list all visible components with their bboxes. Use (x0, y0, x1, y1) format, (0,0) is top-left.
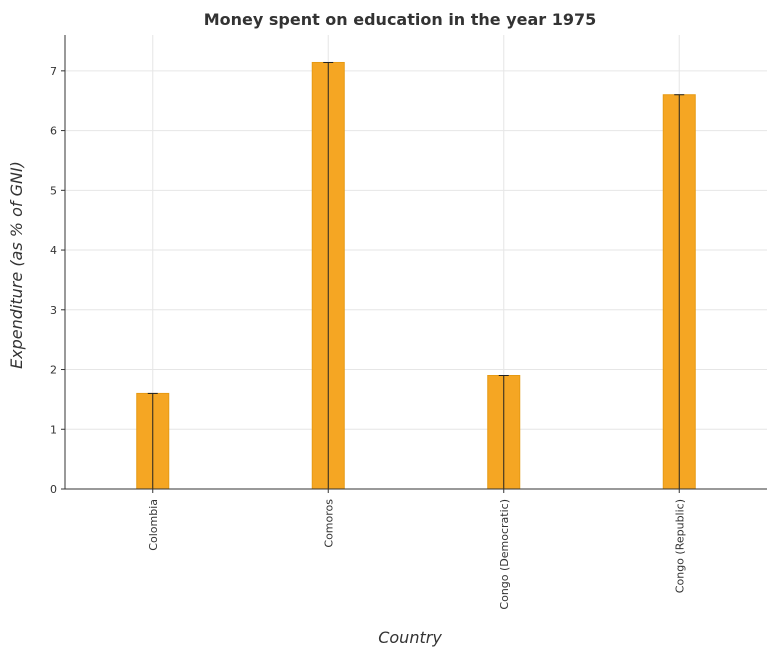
y-tick-label: 3 (50, 304, 57, 317)
y-tick-label: 1 (50, 423, 57, 436)
y-tick-label: 6 (50, 125, 57, 138)
y-tick-label: 0 (50, 483, 57, 496)
gridlines (65, 35, 767, 490)
bars (136, 61, 696, 490)
x-tick-label: Congo (Republic) (673, 499, 686, 593)
tick-labels: 0 1 2 3 4 5 6 7 Colombia Comoros Congo (Democratic… (50, 65, 686, 610)
y-axis-label: Expenditure (as % of GNI) (7, 161, 26, 369)
x-tick-label: Congo (Democratic) (498, 499, 511, 610)
y-tick-label: 4 (50, 244, 57, 257)
x-tick-label: Comoros (322, 499, 335, 548)
chart-title: Money spent on education in the year 197… (204, 10, 597, 29)
x-tick-label: Colombia (147, 499, 160, 551)
y-tick-label: 5 (50, 184, 57, 197)
y-tick-label: 7 (50, 65, 57, 78)
axes (61, 35, 767, 493)
x-axis-label: Country (378, 628, 442, 647)
y-tick-label: 2 (50, 364, 57, 377)
